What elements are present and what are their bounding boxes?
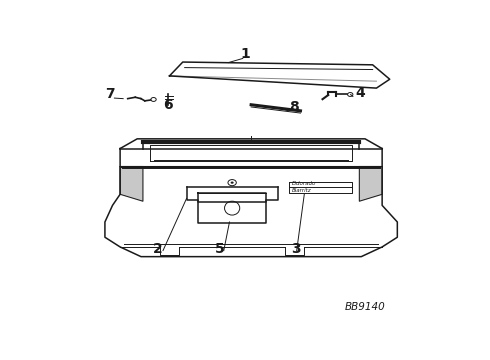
Text: 4: 4	[356, 86, 366, 100]
Text: Eldorado: Eldorado	[292, 181, 317, 186]
Text: 5: 5	[215, 242, 225, 256]
Polygon shape	[120, 167, 143, 201]
Text: 3: 3	[291, 242, 301, 256]
Text: 7: 7	[105, 86, 115, 100]
Text: 2: 2	[153, 242, 163, 256]
Text: BB9140: BB9140	[344, 302, 386, 312]
Circle shape	[231, 181, 234, 184]
Text: 1: 1	[241, 46, 250, 60]
Text: Biarritz: Biarritz	[292, 188, 312, 193]
Polygon shape	[359, 167, 382, 201]
Text: 8: 8	[289, 100, 299, 114]
Text: 6: 6	[163, 98, 172, 112]
